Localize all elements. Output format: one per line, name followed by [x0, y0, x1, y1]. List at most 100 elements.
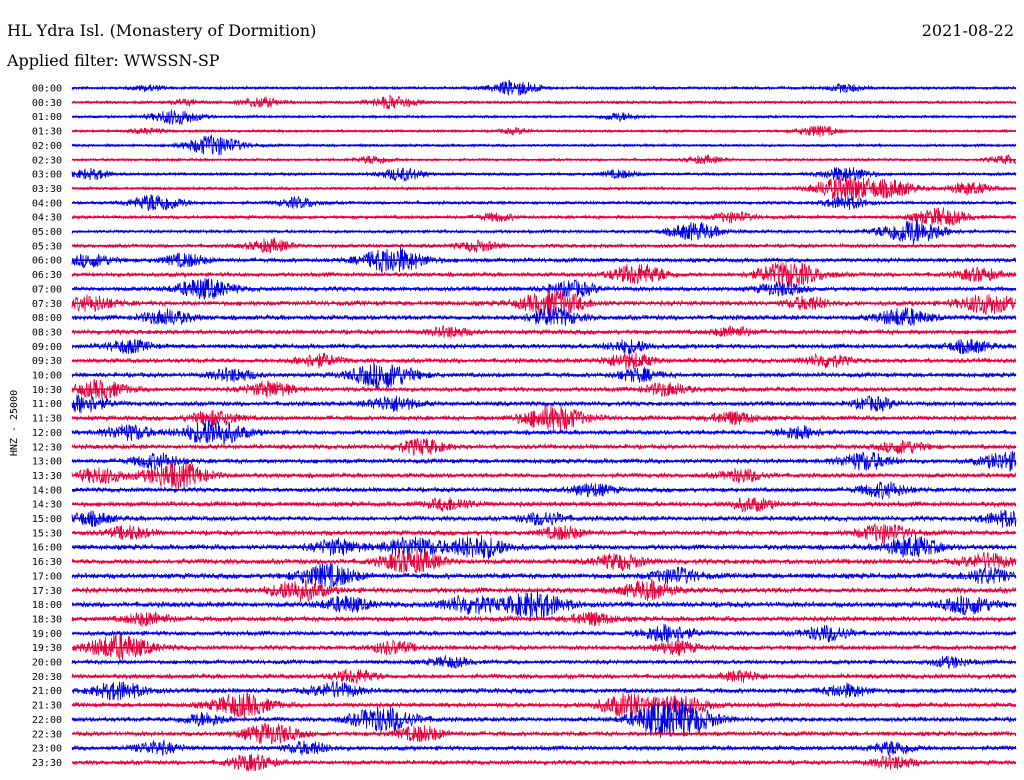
- seismic-trace-1700: [71, 562, 1017, 589]
- seismic-trace-1830: [71, 610, 1017, 627]
- row-label: 01:30: [32, 127, 62, 138]
- seismic-trace-1930: [71, 634, 1017, 661]
- seismic-trace-1300: [71, 450, 1017, 472]
- seismic-trace-1600: [71, 535, 1017, 560]
- row-label: 18:30: [32, 614, 62, 625]
- row-label: 00:00: [32, 84, 62, 95]
- seismic-trace-2000: [71, 655, 1017, 670]
- row-label: 18:00: [32, 600, 62, 611]
- seismic-trace-2230: [71, 722, 1017, 745]
- seismic-trace-0430: [71, 207, 1017, 227]
- row-label: 07:30: [32, 299, 62, 310]
- seismic-trace-0700: [71, 277, 1017, 300]
- row-label: 17:30: [32, 586, 62, 597]
- seismic-trace-1400: [71, 481, 1017, 500]
- seismic-trace-2100: [71, 679, 1017, 701]
- seismic-trace-0400: [71, 193, 1017, 211]
- seismic-trace-0030: [71, 94, 1017, 110]
- row-label: 22:30: [32, 729, 62, 740]
- seismic-trace-0630: [71, 262, 1017, 289]
- row-label: 08:00: [32, 313, 62, 324]
- row-label: 10:00: [32, 371, 62, 382]
- seismic-trace-1500: [71, 509, 1017, 528]
- filter-label: Applied filter: WWSSN-SP: [7, 51, 220, 70]
- row-label: 04:30: [32, 213, 62, 224]
- row-label: 22:00: [32, 715, 62, 726]
- seismic-trace-0100: [71, 109, 1017, 126]
- row-label: 19:30: [32, 643, 62, 654]
- row-label: 19:00: [32, 629, 62, 640]
- row-label: 02:00: [32, 141, 62, 152]
- seismic-trace-2300: [71, 739, 1017, 756]
- seismic-trace-2330: [71, 753, 1016, 772]
- seismic-trace-0200: [71, 134, 1017, 156]
- seismic-trace-1000: [71, 362, 1017, 389]
- seismic-trace-0000: [71, 79, 1017, 96]
- row-label: 05:00: [32, 227, 62, 238]
- seismic-trace-0130: [71, 125, 1017, 137]
- seismic-trace-1330: [71, 462, 1017, 490]
- seismic-trace-0330: [71, 175, 1017, 202]
- row-label: 08:30: [32, 327, 62, 338]
- seismic-trace-1630: [71, 548, 1017, 574]
- seismic-trace-0300: [71, 167, 1017, 183]
- station-title: HL Ydra Isl. (Monastery of Dormition): [7, 21, 317, 40]
- row-label: 16:30: [32, 557, 62, 568]
- seismic-trace-1200: [71, 419, 1017, 445]
- seismic-trace-1100: [71, 394, 1017, 414]
- row-label: 15:30: [32, 528, 62, 539]
- seismic-trace-1530: [71, 523, 1017, 544]
- seismic-trace-0730: [71, 289, 1017, 317]
- row-label: 01:00: [32, 112, 62, 123]
- y-axis-label: HNZ - 25000: [9, 390, 20, 456]
- row-label: 11:00: [32, 399, 62, 410]
- row-label: 13:30: [32, 471, 62, 482]
- row-label: 06:00: [32, 256, 62, 267]
- row-label: 00:30: [32, 98, 62, 109]
- row-label: 23:00: [32, 744, 62, 755]
- row-label: 23:30: [32, 758, 62, 769]
- row-label: 17:00: [32, 571, 62, 582]
- row-label: 02:30: [32, 155, 62, 166]
- row-label: 10:30: [32, 385, 62, 396]
- row-label: 21:00: [32, 686, 62, 697]
- row-label: 04:00: [32, 198, 62, 209]
- seismic-trace-0900: [71, 338, 1017, 355]
- row-label: 11:30: [32, 414, 62, 425]
- row-label: 07:00: [32, 284, 62, 295]
- seismic-trace-1430: [71, 496, 1017, 513]
- seismic-trace-0500: [71, 219, 1017, 245]
- row-label: 06:30: [32, 270, 62, 281]
- seismic-trace-1130: [71, 405, 1017, 432]
- row-label: 13:00: [32, 457, 62, 468]
- row-label: 15:00: [32, 514, 62, 525]
- seismic-trace-2130: [71, 692, 1017, 719]
- row-label: 09:30: [32, 356, 62, 367]
- row-label: 03:00: [32, 170, 62, 181]
- record-date: 2021-08-22: [921, 21, 1014, 40]
- row-label: 05:30: [32, 241, 62, 252]
- row-label: 16:00: [32, 543, 62, 554]
- row-label: 12:30: [32, 442, 62, 453]
- row-label: 20:00: [32, 658, 62, 669]
- seismic-trace-0830: [71, 324, 1017, 339]
- seismic-trace-1230: [71, 437, 1017, 457]
- seismic-trace-0600: [71, 247, 1017, 274]
- row-label: 14:30: [32, 500, 62, 511]
- seismic-trace-2200: [71, 700, 1017, 738]
- seismic-trace-1900: [71, 623, 1017, 643]
- seismic-trace-0230: [71, 153, 1017, 165]
- row-label: 14:00: [32, 485, 62, 496]
- seismic-trace-0930: [71, 352, 1016, 370]
- row-label: 12:00: [32, 428, 62, 439]
- row-label: 03:30: [32, 184, 62, 195]
- seismic-trace-0800: [71, 307, 1017, 326]
- row-label: 09:00: [32, 342, 62, 353]
- row-label: 20:30: [32, 672, 62, 683]
- seismic-trace-1800: [71, 590, 1017, 619]
- row-label: 21:30: [32, 701, 62, 712]
- seismic-trace-0530: [71, 237, 1017, 254]
- seismic-trace-1730: [71, 578, 1017, 602]
- seismic-trace-2030: [71, 668, 1017, 685]
